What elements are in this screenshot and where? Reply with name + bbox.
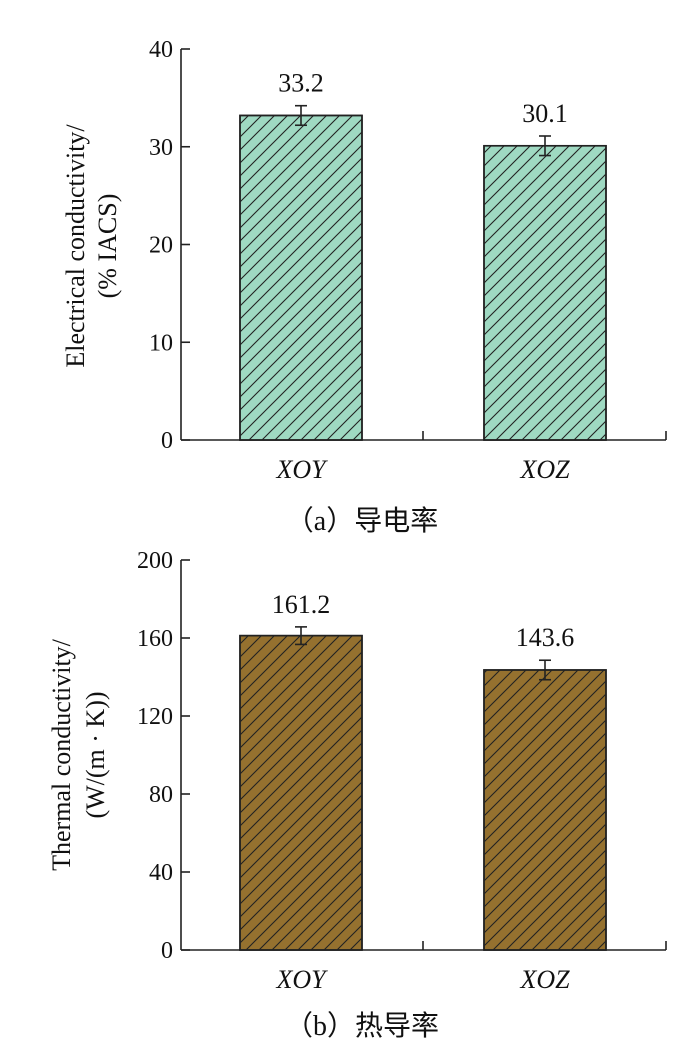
y-axis-label-b-line2: (W/(m · K)): [81, 691, 110, 818]
chart-panel-b: Thermal conductivity/ (W/(m · K)) 0 40 80 1…: [47, 548, 667, 1042]
value-label-b-XOZ: 143.6: [516, 623, 575, 652]
value-label-a-XOY: 33.2: [278, 69, 324, 98]
bar-hatch-a-XOZ: [484, 145, 606, 440]
y-tick-label-a: 0: [161, 428, 173, 454]
y-tick-label-b: 200: [137, 548, 173, 574]
y-axis-label-b-line1: Thermal conductivity/: [47, 638, 76, 871]
y-tick-label-a: 30: [149, 135, 173, 161]
caption-b: （b）热导率: [285, 1010, 439, 1042]
y-tick-label-a: 40: [149, 37, 173, 63]
y-tick-label-a: 10: [149, 330, 173, 356]
bar-hatch-b-XOZ: [484, 669, 606, 950]
y-tick-label-a: 20: [149, 233, 173, 259]
x-category-label-a-XOZ: XOZ: [519, 455, 570, 484]
x-category-label-b-XOZ: XOZ: [519, 965, 570, 994]
value-label-b-XOY: 161.2: [272, 590, 331, 619]
axes-a: 0 10 20 30 40 33.2 XOY 30.1 XOZ: [149, 37, 667, 484]
y-tick-label-b: 120: [137, 704, 173, 730]
y-axis-label-a-line2: (% IACS): [93, 194, 122, 299]
bar-hatch-b-XOY: [240, 635, 362, 950]
y-axis-label-a-line1: Electrical conductivity/: [61, 124, 90, 368]
caption-a: （a）导电率: [286, 505, 438, 537]
chart-panel-a: Electrical conductivity/ (% IACS) 0 10 20 3…: [61, 37, 667, 537]
y-tick-label-b: 0: [161, 938, 173, 964]
x-category-label-a-XOY: XOY: [275, 455, 328, 484]
bar-hatch-a-XOY: [240, 115, 362, 440]
y-tick-label-b: 160: [137, 626, 173, 652]
x-category-label-b-XOY: XOY: [275, 965, 328, 994]
y-tick-label-b: 80: [149, 782, 173, 808]
axes-b: 0 40 80 120 160 200 161.2 XOY 143.6 XOZ: [137, 548, 667, 994]
value-label-a-XOZ: 30.1: [522, 99, 568, 128]
y-tick-label-b: 40: [149, 860, 173, 886]
